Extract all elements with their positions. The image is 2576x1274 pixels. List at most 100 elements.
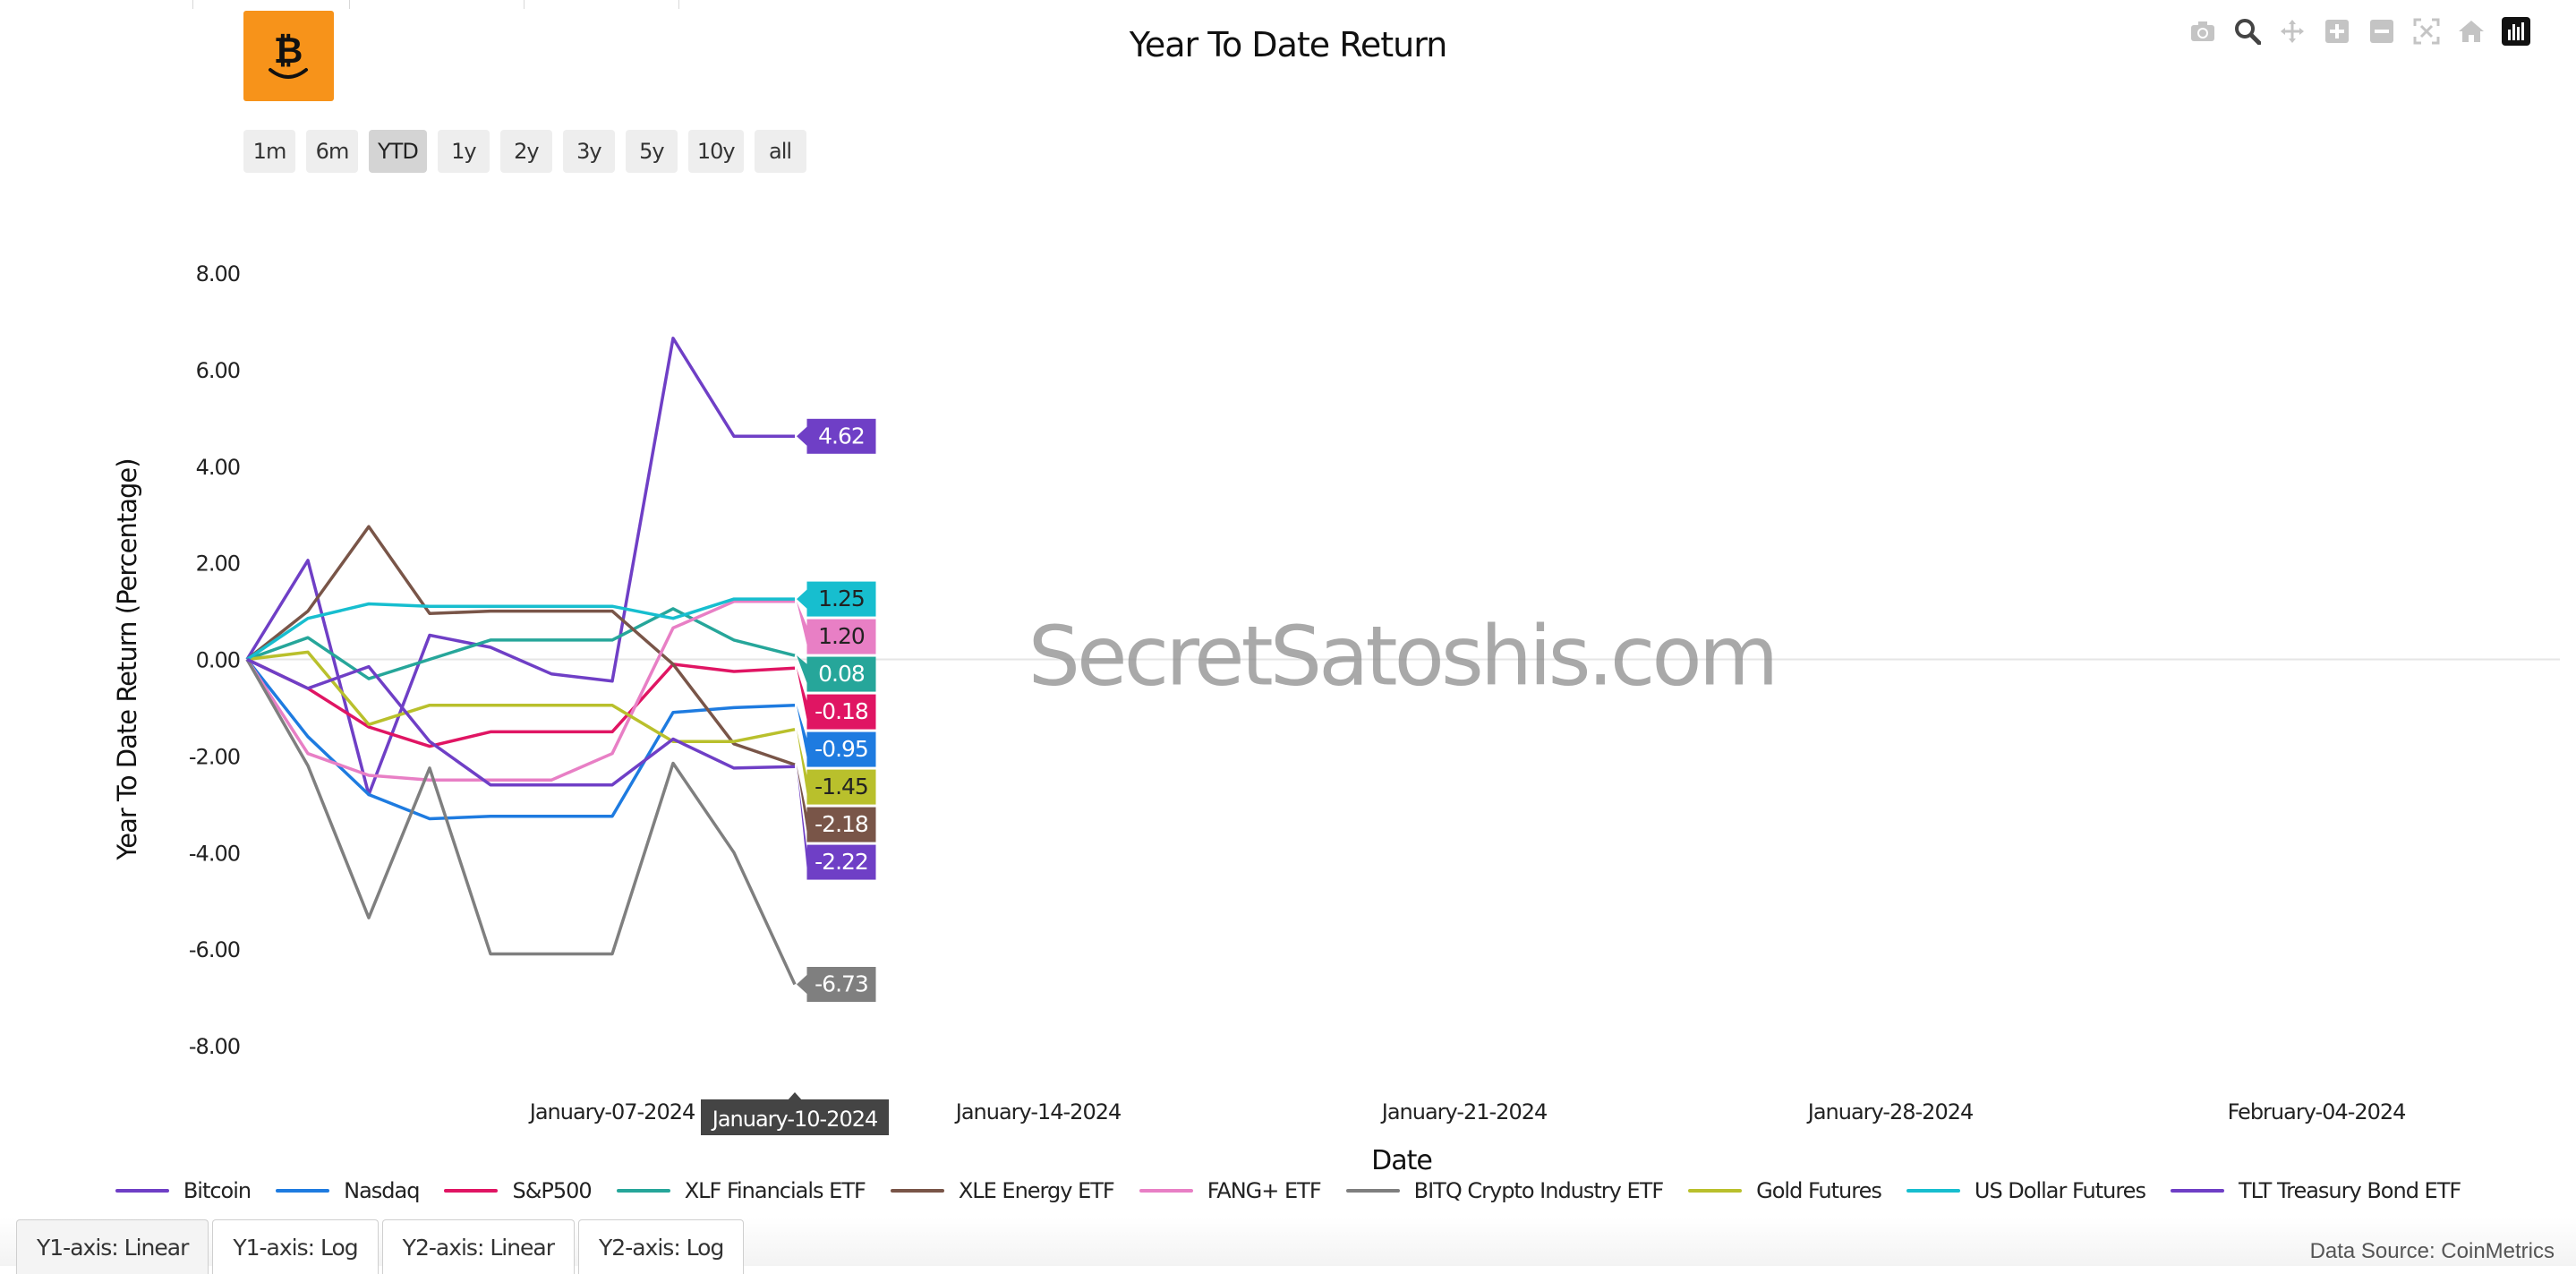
range-button-10y[interactable]: 10y <box>687 130 744 173</box>
autoscale-icon[interactable] <box>2411 16 2442 47</box>
label-text: -2.22 <box>815 849 868 875</box>
legend-item[interactable]: FANG+ ETF <box>1139 1178 1322 1203</box>
zoom-icon[interactable] <box>2232 16 2263 47</box>
label-box <box>806 656 876 692</box>
legend-swatch <box>115 1189 169 1193</box>
series-line <box>245 658 796 821</box>
legend-swatch <box>890 1189 944 1193</box>
legend-item[interactable]: Nasdaq <box>276 1178 420 1203</box>
svg-text:₿: ₿ <box>274 30 303 72</box>
label-box <box>806 807 876 842</box>
label-box <box>806 418 876 454</box>
axis-tab-1[interactable]: Y1-axis: Linear <box>16 1219 209 1274</box>
label-box <box>806 694 876 730</box>
label-text: 0.08 <box>818 661 865 687</box>
tooltip-box <box>701 1099 889 1135</box>
x-tick-label: January-28-2024 <box>1806 1099 1974 1124</box>
legend-swatch <box>1139 1189 1193 1193</box>
legend-item[interactable]: BITQ Crypto Industry ETF <box>1345 1178 1664 1203</box>
legend-label: Gold Futures <box>1756 1178 1882 1203</box>
legend-item[interactable]: XLF Financials ETF <box>616 1178 866 1203</box>
range-button-1y[interactable]: 1y <box>437 130 490 173</box>
end-value-label: -1.45 <box>797 729 876 805</box>
legend-swatch <box>2170 1189 2224 1193</box>
range-button-all[interactable]: all <box>754 130 806 173</box>
series-line <box>245 525 796 766</box>
axis-tab-3[interactable]: Y2-axis: Linear <box>381 1219 576 1274</box>
chart-legend: Bitcoin Nasdaq S&P500 XLF Financials ETF XLE… <box>0 1178 2576 1203</box>
axis-tab-2[interactable]: Y1-axis: Log <box>212 1219 379 1274</box>
label-text: -6.73 <box>815 970 868 996</box>
legend-swatch <box>1345 1189 1400 1193</box>
pan-icon[interactable] <box>2277 16 2307 47</box>
zoom-out-icon[interactable] <box>2367 16 2397 47</box>
series-line <box>246 650 796 743</box>
legend-item[interactable]: Bitcoin <box>115 1178 252 1203</box>
range-button-2y[interactable]: 2y <box>499 130 552 173</box>
series-line <box>246 607 796 680</box>
label-text: -2.18 <box>815 811 868 837</box>
label-pointer <box>797 765 807 835</box>
range-button-1m[interactable]: 1m <box>243 130 295 173</box>
end-value-label: -0.95 <box>797 705 876 767</box>
range-selector: 1m 6m YTD 1y 2y 3y 5y 10y all <box>243 130 806 173</box>
chart-title: Year To Date Return <box>1129 25 1448 64</box>
y-tick-label: 4.00 <box>196 455 240 480</box>
end-value-label: -2.18 <box>797 765 876 842</box>
zoom-in-icon[interactable] <box>2322 16 2352 47</box>
axis-scale-tabs: Y1-axis: Linear Y1-axis: Log Y2-axis: Line… <box>16 1219 745 1274</box>
label-text: -0.18 <box>815 698 868 724</box>
y-tick-label: -4.00 <box>189 841 240 866</box>
plot-modebar <box>2188 16 2531 47</box>
legend-swatch <box>1688 1189 1743 1193</box>
y-tick-label: 0.00 <box>196 648 240 673</box>
camera-icon[interactable] <box>2188 16 2218 47</box>
series-line <box>245 658 797 986</box>
label-pointer <box>797 729 807 798</box>
range-button-5y[interactable]: 5y <box>625 130 678 173</box>
label-box <box>806 966 876 1002</box>
y-tick-label: -6.00 <box>189 937 240 962</box>
series-line <box>246 597 795 661</box>
label-text: -1.45 <box>815 774 868 799</box>
y-axis-title: Year To Date Return (Percentage) <box>112 458 142 860</box>
reset-axes-icon[interactable] <box>2456 16 2486 47</box>
y-tick-label: 2.00 <box>196 551 240 577</box>
axis-tab-4[interactable]: Y2-axis: Log <box>578 1219 745 1274</box>
legend-item[interactable]: S&P500 <box>444 1178 593 1203</box>
label-pointer <box>797 766 807 873</box>
legend-item[interactable]: TLT Treasury Bond ETF <box>2170 1178 2461 1203</box>
end-value-label: 1.20 <box>797 601 876 654</box>
x-tick-label: January-21-2024 <box>1380 1099 1548 1124</box>
label-pointer <box>797 655 807 685</box>
legend-label: S&P500 <box>512 1178 592 1203</box>
legend-item[interactable]: XLE Energy ETF <box>890 1178 1115 1203</box>
legend-label: US Dollar Futures <box>1974 1178 2146 1203</box>
x-tick-label: January-07-2024 <box>528 1099 695 1124</box>
label-text: -0.95 <box>815 736 868 762</box>
series-line <box>246 657 796 748</box>
label-text: 1.20 <box>818 623 865 649</box>
legend-swatch <box>276 1189 330 1193</box>
label-pointer <box>797 601 807 647</box>
range-button-6m[interactable]: 6m <box>306 130 358 173</box>
legend-swatch <box>1906 1189 1960 1193</box>
top-tab-edges <box>0 0 716 9</box>
tooltip-text: January-10-2024 <box>711 1107 878 1132</box>
label-box <box>806 581 876 617</box>
y-tick-label: -2.00 <box>189 744 240 769</box>
watermark: SecretSatoshis.com <box>1028 609 1776 705</box>
end-value-label: -0.18 <box>797 668 876 730</box>
plotly-logo-icon[interactable] <box>2501 16 2531 47</box>
range-button-ytd[interactable]: YTD <box>369 130 427 173</box>
end-value-label: 4.62 <box>797 418 876 454</box>
label-text: 4.62 <box>818 423 865 449</box>
label-pointer <box>797 426 807 447</box>
y-tick-label: 6.00 <box>196 358 240 383</box>
end-value-label: 0.08 <box>797 655 876 692</box>
range-button-3y[interactable]: 3y <box>562 130 615 173</box>
x-tick-label: February-04-2024 <box>2228 1099 2406 1124</box>
legend-item[interactable]: US Dollar Futures <box>1906 1178 2146 1203</box>
legend-item[interactable]: Gold Futures <box>1688 1178 1882 1203</box>
